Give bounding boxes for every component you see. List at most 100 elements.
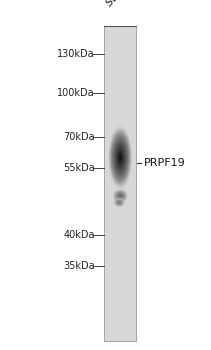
- Ellipse shape: [119, 155, 121, 160]
- Ellipse shape: [117, 193, 123, 199]
- Ellipse shape: [119, 154, 122, 161]
- Ellipse shape: [114, 197, 125, 207]
- Ellipse shape: [118, 150, 123, 165]
- Ellipse shape: [108, 126, 132, 189]
- Ellipse shape: [117, 200, 122, 204]
- Ellipse shape: [115, 191, 126, 201]
- Ellipse shape: [111, 134, 129, 181]
- Ellipse shape: [115, 191, 126, 201]
- Text: 70kDa: 70kDa: [63, 132, 95, 141]
- Ellipse shape: [115, 144, 125, 171]
- Ellipse shape: [118, 201, 120, 203]
- Ellipse shape: [118, 194, 123, 198]
- Ellipse shape: [114, 198, 124, 207]
- Ellipse shape: [116, 146, 125, 169]
- Ellipse shape: [116, 192, 124, 200]
- Ellipse shape: [114, 198, 124, 207]
- Ellipse shape: [113, 139, 127, 176]
- Ellipse shape: [119, 155, 121, 160]
- Ellipse shape: [118, 194, 123, 198]
- Ellipse shape: [110, 131, 130, 184]
- Ellipse shape: [119, 154, 122, 161]
- Ellipse shape: [114, 198, 124, 206]
- Ellipse shape: [117, 200, 122, 204]
- Ellipse shape: [118, 152, 123, 163]
- Ellipse shape: [114, 190, 127, 202]
- Ellipse shape: [120, 156, 121, 159]
- Ellipse shape: [116, 199, 122, 205]
- Ellipse shape: [112, 189, 128, 203]
- Ellipse shape: [117, 149, 124, 166]
- Ellipse shape: [115, 198, 124, 206]
- Ellipse shape: [109, 129, 131, 186]
- Ellipse shape: [118, 202, 120, 203]
- Ellipse shape: [114, 191, 126, 201]
- Ellipse shape: [116, 192, 125, 200]
- Text: 100kDa: 100kDa: [57, 88, 95, 98]
- Ellipse shape: [112, 136, 128, 179]
- Ellipse shape: [109, 128, 131, 187]
- Ellipse shape: [118, 194, 122, 198]
- Ellipse shape: [118, 201, 121, 204]
- Ellipse shape: [115, 145, 125, 170]
- Ellipse shape: [113, 189, 128, 203]
- Ellipse shape: [118, 151, 123, 164]
- Ellipse shape: [116, 147, 124, 168]
- Text: PRPF19: PRPF19: [143, 158, 185, 168]
- Ellipse shape: [111, 132, 130, 183]
- Ellipse shape: [118, 201, 120, 203]
- Ellipse shape: [112, 135, 129, 180]
- Ellipse shape: [114, 142, 126, 173]
- Ellipse shape: [114, 190, 126, 202]
- Bar: [104, 26, 136, 341]
- Text: 35kDa: 35kDa: [63, 261, 95, 271]
- Ellipse shape: [115, 192, 125, 200]
- Ellipse shape: [112, 135, 129, 180]
- Ellipse shape: [115, 198, 123, 206]
- Ellipse shape: [116, 199, 123, 205]
- Ellipse shape: [117, 193, 124, 199]
- Ellipse shape: [112, 137, 128, 178]
- Ellipse shape: [116, 199, 123, 205]
- Ellipse shape: [113, 138, 128, 177]
- Ellipse shape: [113, 190, 127, 202]
- Ellipse shape: [110, 130, 131, 185]
- Ellipse shape: [119, 195, 121, 197]
- Ellipse shape: [111, 134, 129, 181]
- Ellipse shape: [111, 133, 130, 182]
- Ellipse shape: [119, 195, 122, 197]
- Ellipse shape: [116, 193, 124, 200]
- Ellipse shape: [118, 194, 123, 198]
- Ellipse shape: [109, 127, 132, 188]
- Ellipse shape: [114, 140, 127, 175]
- Ellipse shape: [119, 153, 122, 162]
- Ellipse shape: [117, 193, 124, 200]
- Ellipse shape: [109, 127, 132, 188]
- Ellipse shape: [110, 132, 130, 183]
- Ellipse shape: [114, 190, 127, 202]
- Ellipse shape: [114, 141, 126, 174]
- Ellipse shape: [113, 138, 128, 177]
- Ellipse shape: [115, 191, 125, 201]
- Ellipse shape: [114, 140, 127, 175]
- Ellipse shape: [115, 144, 126, 172]
- Ellipse shape: [110, 130, 131, 186]
- Ellipse shape: [115, 199, 123, 206]
- Ellipse shape: [114, 141, 127, 174]
- Ellipse shape: [115, 199, 123, 206]
- Ellipse shape: [116, 146, 124, 169]
- Ellipse shape: [119, 195, 121, 197]
- Text: 40kDa: 40kDa: [64, 230, 95, 239]
- Ellipse shape: [119, 202, 120, 203]
- Text: SW620: SW620: [104, 0, 139, 9]
- Ellipse shape: [118, 201, 121, 204]
- Text: 55kDa: 55kDa: [63, 163, 95, 173]
- Ellipse shape: [119, 195, 122, 197]
- Ellipse shape: [115, 143, 126, 172]
- Ellipse shape: [113, 197, 125, 208]
- Ellipse shape: [116, 200, 122, 205]
- Ellipse shape: [117, 149, 123, 166]
- Ellipse shape: [117, 201, 121, 204]
- Ellipse shape: [113, 189, 128, 203]
- Ellipse shape: [118, 152, 122, 163]
